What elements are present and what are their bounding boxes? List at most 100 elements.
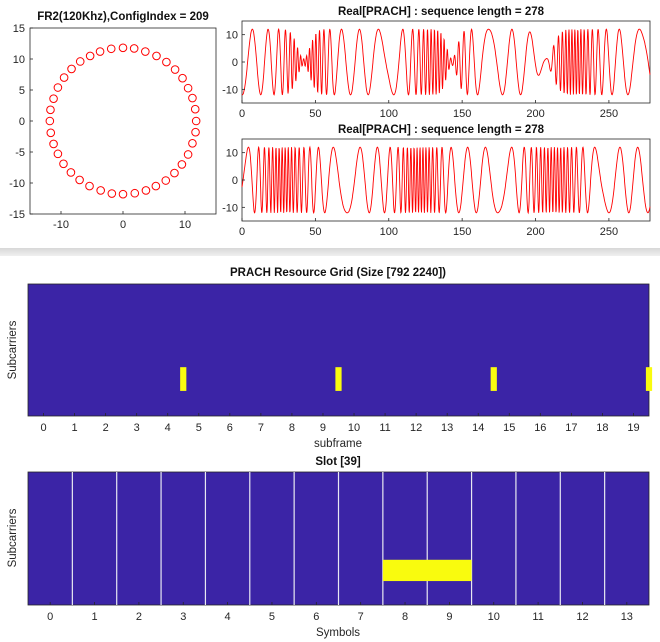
x-tick-label: 3 <box>134 422 140 434</box>
x-tick-label: 1 <box>72 422 78 434</box>
constellation-point <box>59 159 68 169</box>
x-tick-label: 0 <box>239 108 245 120</box>
y-tick-label: 5 <box>19 85 25 97</box>
x-tick-label: 13 <box>621 611 633 623</box>
x-tick-label: 0 <box>40 422 46 434</box>
resource-grid-axes <box>27 283 650 417</box>
slot-ticks: 0 1 2 3 4 5 6 7 8 9 10 11 12 13 <box>47 602 633 623</box>
x-tick-label: 8 <box>289 422 295 434</box>
y-tick-label: 0 <box>19 116 25 128</box>
slot-title: Slot [39] <box>315 456 361 468</box>
constellation-point <box>170 168 179 178</box>
constellation-point <box>96 186 105 195</box>
slot-blocks <box>71 472 606 605</box>
x-tick-label: 3 <box>180 611 186 623</box>
slot-xlabel: Symbols <box>316 627 360 639</box>
x-tick-label: -10 <box>53 219 69 231</box>
x-tick-label: 8 <box>402 611 408 623</box>
x-tick-label: 150 <box>453 108 471 120</box>
constellation-point <box>45 116 55 126</box>
constellation-point <box>183 83 193 93</box>
constellation-point <box>53 83 63 92</box>
constellation-point <box>141 47 150 56</box>
bottom-figure-canvas: PRACH Resource Grid (Size [792 2240]) 0 1… <box>7 267 653 639</box>
x-tick-label: 4 <box>165 422 171 434</box>
constellation-point <box>59 73 69 82</box>
y-tick-label: 10 <box>13 54 25 66</box>
x-tick-label: 12 <box>410 422 422 434</box>
top-figure: FR2(120Khz),ConfigIndex = 209 -10 0 10 15 10… <box>0 0 660 250</box>
bottom-figure: PRACH Resource Grid (Size [792 2240]) 0 1… <box>0 256 660 642</box>
constellation-point <box>49 139 58 149</box>
x-tick-label: 200 <box>526 226 544 238</box>
x-tick-label: 10 <box>179 219 191 231</box>
constellation-point <box>183 150 193 159</box>
x-tick-label: 200 <box>526 108 544 120</box>
x-tick-label: 0 <box>47 611 53 623</box>
constellation-point <box>178 73 187 83</box>
prach-allocation-block <box>645 367 653 391</box>
constellation-point <box>53 149 63 159</box>
prach-allocation-block <box>180 367 187 391</box>
y-tick-label: -5 <box>15 147 25 159</box>
x-tick-label: 100 <box>380 108 398 120</box>
x-tick-label: 5 <box>269 611 275 623</box>
constellation-axes-box <box>29 27 217 215</box>
sequence-plot-2: Real[PRACH] : sequence length = 278 0 50 1… <box>222 124 651 238</box>
sequence-plot-1-line <box>241 28 651 96</box>
x-tick-label: 2 <box>103 422 109 434</box>
sequence-plot-2-line <box>241 145 651 215</box>
constellation-point <box>190 104 200 114</box>
x-tick-label: 100 <box>380 226 398 238</box>
x-tick-label: 250 <box>600 108 618 120</box>
constellation-point <box>141 186 151 195</box>
resource-grid-plot: PRACH Resource Grid (Size [792 2240]) 0 1… <box>7 267 653 450</box>
x-tick-label: 2 <box>136 611 142 623</box>
constellation-title: FR2(120Khz),ConfigIndex = 209 <box>37 11 209 23</box>
x-tick-label: 1 <box>91 611 97 623</box>
slot-ylabel: Subcarriers <box>7 508 19 567</box>
resource-grid-ylabel: Subcarriers <box>7 320 19 379</box>
constellation-point <box>49 94 58 103</box>
constellation-point <box>188 139 197 148</box>
x-tick-label: 18 <box>596 422 608 434</box>
constellation-point <box>151 181 161 191</box>
x-tick-label: 6 <box>227 422 233 434</box>
y-tick-label: -10 <box>222 84 238 96</box>
constellation-point <box>106 44 116 54</box>
constellation-point <box>118 43 128 53</box>
x-tick-label: 5 <box>196 422 202 434</box>
y-tick-label: 15 <box>13 23 25 35</box>
x-tick-label: 7 <box>258 422 264 434</box>
x-tick-label: 6 <box>313 611 319 623</box>
y-tick-label: 0 <box>232 175 238 187</box>
x-tick-label: 11 <box>379 422 390 434</box>
x-tick-label: 50 <box>309 108 321 120</box>
sequence-plot-2-title: Real[PRACH] : sequence length = 278 <box>338 124 545 136</box>
x-tick-label: 7 <box>358 611 364 623</box>
constellation-point <box>46 128 56 138</box>
constellation-point <box>191 116 201 126</box>
constellation-point <box>188 93 197 103</box>
x-tick-label: 17 <box>565 422 577 434</box>
x-tick-label: 250 <box>600 226 618 238</box>
y-tick-label: -10 <box>9 178 25 190</box>
figure-separator <box>0 248 660 257</box>
constellation-point <box>130 188 140 198</box>
resource-grid-xlabel: subframe <box>314 438 362 450</box>
top-figure-canvas: FR2(120Khz),ConfigIndex = 209 -10 0 101510… <box>9 6 651 238</box>
constellation-point <box>191 127 200 137</box>
x-tick-label: 0 <box>120 219 126 231</box>
prach-allocation-block <box>490 367 497 391</box>
y-tick-label: -10 <box>222 202 238 214</box>
constellation-point <box>152 51 161 61</box>
constellation-point <box>75 57 85 66</box>
prach-allocation-block <box>335 367 342 391</box>
constellation-ticks: -10 0 10 15 10 5 0 -5 -10 -15 <box>9 23 191 231</box>
x-tick-label: 15 <box>503 422 515 434</box>
constellation-point <box>75 175 84 185</box>
constellation-point <box>107 189 117 198</box>
constellation-plot: FR2(120Khz),ConfigIndex = 209 -10 0 10 15 10… <box>9 11 217 231</box>
